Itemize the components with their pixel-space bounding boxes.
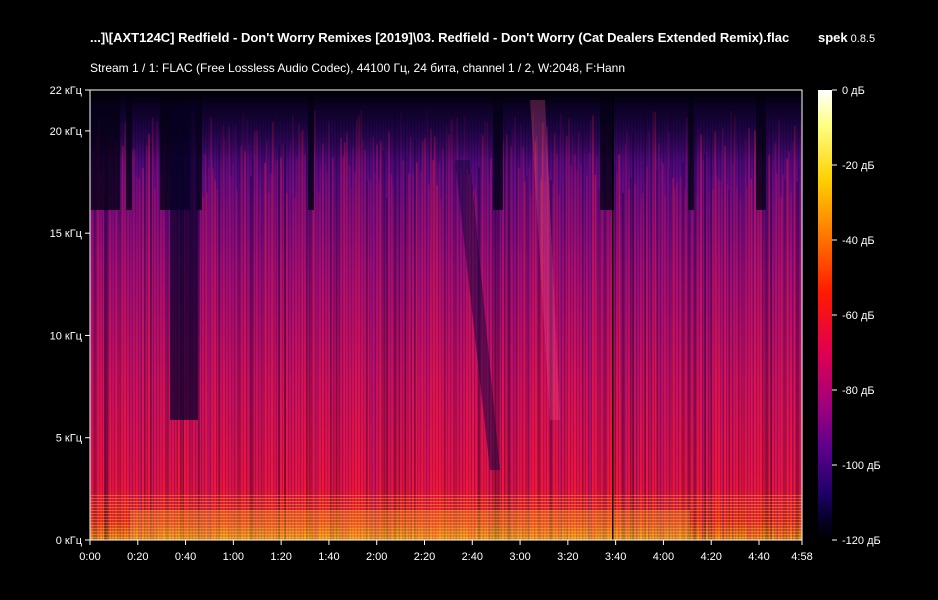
- time-tick-label: 4:00: [653, 551, 674, 563]
- frequency-tick-label: 10 кГц: [50, 330, 83, 342]
- frequency-tick-label: 15 кГц: [50, 228, 83, 240]
- time-tick-label: 1:20: [270, 551, 291, 563]
- plot-border: [89, 89, 803, 541]
- time-tick-label: 3:40: [605, 551, 626, 563]
- file-title: ...]\[AXT124C] Redfield - Don't Worry Re…: [90, 30, 790, 45]
- time-tick-label: 0:20: [127, 551, 148, 563]
- legend-tick-label: -80 дБ: [842, 385, 875, 397]
- legend-tick-label: -60 дБ: [842, 310, 875, 322]
- stream-info: Stream 1 / 1: FLAC (Free Lossless Audio …: [90, 61, 626, 75]
- legend-colorbar: [818, 90, 832, 540]
- time-tick-label: 0:00: [79, 551, 100, 563]
- frequency-axis: 0 кГц 5 кГц 10 кГц 15 кГц 20 кГц 22 кГц: [50, 85, 90, 547]
- time-tick-label: 2:20: [414, 551, 435, 563]
- legend-tick-label: -20 дБ: [842, 160, 875, 172]
- spectrogram-image: [90, 90, 802, 540]
- time-tick-label: 4:40: [748, 551, 769, 563]
- legend-tick-label: -100 дБ: [842, 460, 881, 472]
- time-tick-label: 3:00: [509, 551, 530, 563]
- frequency-tick-label: 22 кГц: [50, 85, 83, 97]
- time-tick-label: 1:00: [223, 551, 244, 563]
- legend-axis: 0 дБ -20 дБ -40 дБ -60 дБ -80 дБ -100 дБ -120 …: [832, 85, 881, 547]
- time-tick-label: 4:20: [700, 551, 721, 563]
- frequency-tick-label: 0 кГц: [56, 535, 83, 547]
- time-tick-label: 1:40: [318, 551, 339, 563]
- frequency-tick-label: 5 кГц: [56, 433, 83, 445]
- time-tick-label: 2:40: [462, 551, 483, 563]
- legend-tick-label: 0 дБ: [842, 85, 865, 97]
- legend-tick-label: -120 дБ: [842, 535, 881, 547]
- time-tick-label: 2:00: [366, 551, 387, 563]
- time-tick-label: 0:40: [175, 551, 196, 563]
- app-branding: spek 0.8.5: [818, 30, 875, 45]
- time-tick-label: 3:20: [557, 551, 578, 563]
- legend-tick-label: -40 дБ: [842, 235, 875, 247]
- app-name: spek: [818, 30, 848, 45]
- time-tick-label: 4:58: [791, 551, 812, 563]
- time-axis: 0:00 0:20 0:40 1:00 1:20 1:40 2:00 2:20 2:40 3:00…: [79, 540, 813, 563]
- app-version: 0.8.5: [850, 33, 876, 45]
- frequency-tick-label: 20 кГц: [50, 126, 83, 138]
